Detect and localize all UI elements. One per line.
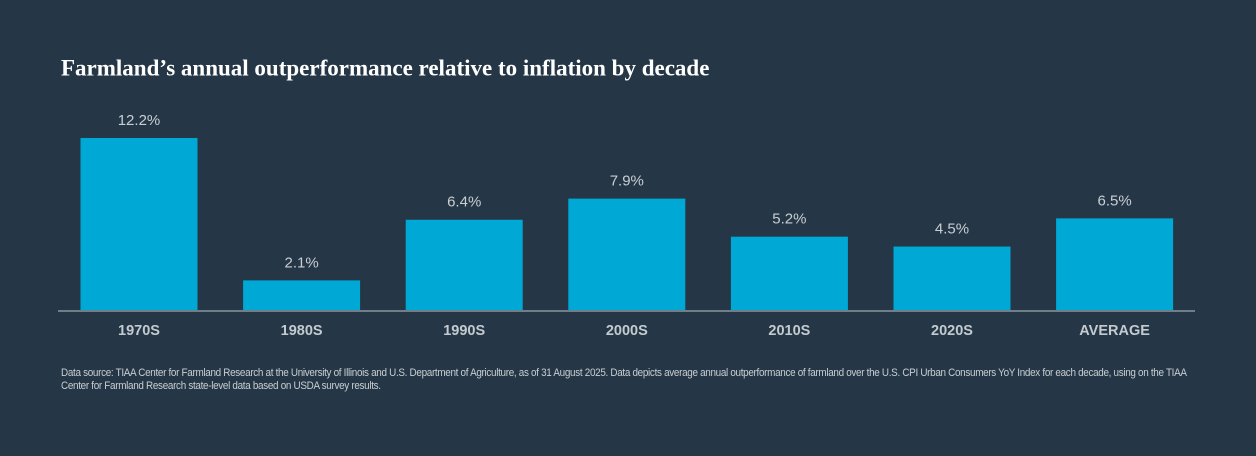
- value-label: 12.2%: [118, 112, 161, 129]
- x-tick-label: AVERAGE: [1079, 323, 1150, 339]
- chart: Farmland’s annual outperformance relativ…: [58, 55, 1195, 339]
- bar: [1056, 218, 1174, 310]
- value-label: 6.4%: [447, 194, 481, 211]
- chart-title: Farmland’s annual outperformance relativ…: [61, 55, 709, 80]
- bar: [893, 246, 1011, 310]
- x-tick-label: 1990S: [443, 323, 485, 339]
- x-tick-label: 2000S: [606, 323, 648, 339]
- value-label: 6.5%: [1097, 192, 1131, 209]
- bar: [243, 280, 361, 310]
- value-label: 5.2%: [772, 211, 806, 228]
- value-label: 4.5%: [935, 221, 969, 238]
- footnote: Data source: TIAA Center for Farmland Re…: [61, 367, 1187, 392]
- bar: [405, 219, 523, 310]
- bar: [80, 137, 198, 310]
- value-label: 7.9%: [610, 173, 644, 190]
- bar: [730, 236, 848, 310]
- x-tick-label: 1970S: [118, 323, 160, 339]
- bar: [568, 198, 686, 310]
- x-tick-label: 2020S: [931, 323, 973, 339]
- x-tick-label: 2010S: [768, 323, 810, 339]
- value-label: 2.1%: [284, 254, 318, 271]
- x-tick-label: 1980S: [281, 323, 323, 339]
